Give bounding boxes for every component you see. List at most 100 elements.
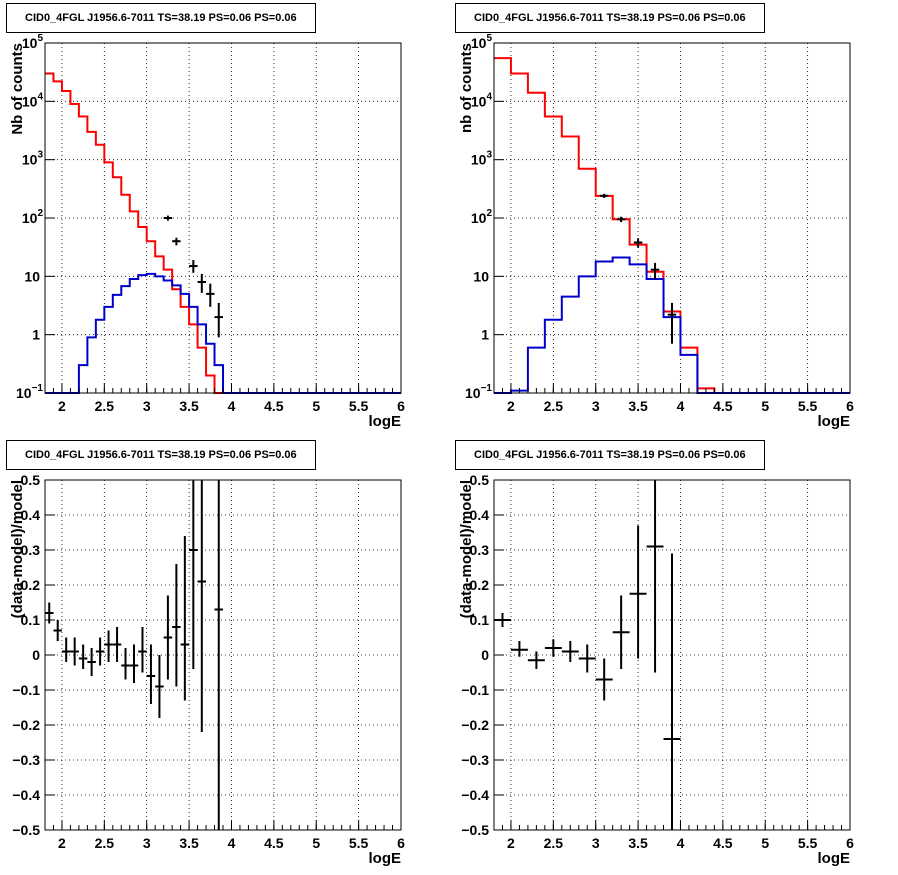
x-tick-label: 2.5 xyxy=(95,398,115,414)
y-axis-label: nb of counts xyxy=(458,43,475,133)
data-point xyxy=(163,595,173,680)
y-tick-label: 105 xyxy=(471,33,493,51)
x-tick-label: 4.5 xyxy=(713,835,733,851)
data-point xyxy=(214,302,223,338)
y-tick-label: 105 xyxy=(22,33,44,51)
data-point xyxy=(180,536,190,701)
chart-panel-residuals-left: CID0_4FGL J1956.6-7011 TS=38.19 PS=0.06 … xyxy=(0,437,449,874)
y-tick-label: 10−1 xyxy=(465,383,492,401)
y-tick-label: 0 xyxy=(481,647,489,663)
chart-panel-counts-right: CID0_4FGL J1956.6-7011 TS=38.19 PS=0.06 … xyxy=(449,0,898,437)
x-tick-label: 2 xyxy=(58,835,66,851)
y-tick-label: 0.5 xyxy=(470,472,490,488)
x-tick-label: 5.5 xyxy=(349,398,369,414)
x-tick-label: 4.5 xyxy=(713,398,733,414)
x-tick-label: 3 xyxy=(143,398,151,414)
data-point xyxy=(53,620,62,641)
data-point xyxy=(104,630,113,662)
data-point xyxy=(189,260,198,273)
y-tick-label: 0.2 xyxy=(470,577,490,593)
x-tick-label: 2 xyxy=(507,835,515,851)
y-tick-label: 0 xyxy=(32,647,40,663)
data-point xyxy=(95,637,105,666)
x-axis-label: logE xyxy=(369,413,402,430)
x-tick-label: 5 xyxy=(312,398,320,414)
data-point xyxy=(629,525,647,659)
x-tick-label: 2.5 xyxy=(95,835,115,851)
chart-title: CID0_4FGL J1956.6-7011 TS=38.19 PS=0.06 … xyxy=(455,3,765,33)
data-point xyxy=(138,627,147,673)
x-tick-label: 6 xyxy=(397,835,405,851)
y-tick-label: 0.1 xyxy=(470,612,490,628)
y-tick-label: −0.3 xyxy=(461,752,489,768)
y-tick-label: 0.2 xyxy=(21,577,41,593)
chart-panel-counts-left: CID0_4FGL J1956.6-7011 TS=38.19 PS=0.06 … xyxy=(0,0,449,437)
y-tick-label: 10−1 xyxy=(16,383,43,401)
data-point xyxy=(87,648,96,676)
data-point xyxy=(189,480,198,669)
y-tick-label: 1 xyxy=(32,327,40,343)
y-axis-label: (data-model)/model xyxy=(9,480,26,618)
x-axis-label: logE xyxy=(818,413,851,430)
y-tick-label: 0.1 xyxy=(21,612,41,628)
data-point xyxy=(129,644,139,683)
data-point xyxy=(650,262,660,280)
y-tick-label: 10 xyxy=(473,268,489,284)
y-tick-label: 102 xyxy=(22,208,44,226)
x-tick-label: 3.5 xyxy=(628,835,648,851)
y-tick-label: 1 xyxy=(481,327,489,343)
y-tick-label: −0.4 xyxy=(461,787,489,803)
x-tick-label: 5 xyxy=(761,835,769,851)
y-tick-label: −0.5 xyxy=(12,822,40,838)
y-tick-label: −0.5 xyxy=(461,822,489,838)
data-point xyxy=(61,637,71,662)
data-point xyxy=(633,238,643,248)
data-point xyxy=(214,480,223,830)
x-tick-label: 3.5 xyxy=(628,398,648,414)
x-tick-label: 4.5 xyxy=(264,398,284,414)
data-point xyxy=(510,641,528,657)
x-axis-label: logE xyxy=(818,850,851,867)
plot-area: 2 2.5 3 3.5 4 4.5 5 5.5 6 −0.5 −0.4 −0.3 −0.2 −0.1 0 0.… xyxy=(458,472,854,867)
data-point xyxy=(197,480,207,732)
x-tick-label: 4.5 xyxy=(264,835,284,851)
y-tick-label: 0.3 xyxy=(470,542,490,558)
plot-frame xyxy=(44,42,402,394)
y-axis-label: (data-model)/model xyxy=(458,480,475,618)
y-tick-label: 103 xyxy=(471,150,493,168)
y-tick-label: 0.4 xyxy=(470,507,490,523)
plot-area: 2 2.5 3 3.5 4 4.5 5 5.5 6 10−1 1 10 102 103 104 105 logE… xyxy=(458,33,854,430)
y-tick-label: 104 xyxy=(22,91,44,109)
data-point xyxy=(172,237,181,246)
y-tick-label: −0.2 xyxy=(12,717,40,733)
x-tick-label: 6 xyxy=(397,398,405,414)
x-tick-label: 5.5 xyxy=(349,835,369,851)
data-point xyxy=(172,564,181,687)
data-point xyxy=(561,641,579,662)
data-point xyxy=(146,644,156,704)
y-tick-label: 102 xyxy=(471,208,493,226)
x-tick-label: 2 xyxy=(58,398,66,414)
x-tick-label: 3 xyxy=(143,835,151,851)
data-point xyxy=(112,627,122,662)
chart-title: CID0_4FGL J1956.6-7011 TS=38.19 PS=0.06 … xyxy=(6,440,316,470)
x-tick-label: 5 xyxy=(761,398,769,414)
data-point xyxy=(616,216,626,223)
data-point xyxy=(667,302,677,344)
y-tick-label: 10 xyxy=(24,268,40,284)
data-point xyxy=(646,480,664,673)
data-point xyxy=(544,639,562,657)
series-line-model-source xyxy=(45,272,401,394)
y-tick-label: −0.3 xyxy=(12,752,40,768)
plot-area: 2 2.5 3 3.5 4 4.5 5 5.5 6 10−1 1 10 102 103 104 105 logE… xyxy=(9,33,405,430)
data-point xyxy=(163,215,173,221)
y-tick-label: −0.1 xyxy=(12,682,40,698)
data-point xyxy=(578,644,596,673)
y-tick-label: −0.4 xyxy=(12,787,40,803)
x-tick-label: 6 xyxy=(846,835,854,851)
y-tick-label: 0.3 xyxy=(21,542,41,558)
x-tick-label: 4 xyxy=(677,398,685,414)
chart-panel-residuals-right: CID0_4FGL J1956.6-7011 TS=38.19 PS=0.06 … xyxy=(449,437,898,874)
x-tick-label: 5.5 xyxy=(798,835,818,851)
x-tick-label: 2 xyxy=(507,398,515,414)
